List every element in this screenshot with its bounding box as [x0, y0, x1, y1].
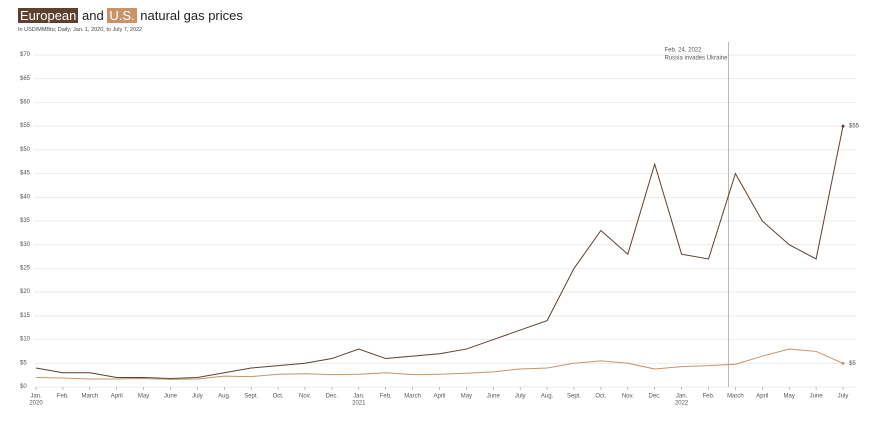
x-tick-label: Oct. [595, 394, 606, 400]
y-tick-label: $10 [20, 337, 31, 343]
x-tick-label: Jan. [30, 394, 42, 400]
y-tick-label: $15 [20, 313, 31, 319]
y-tick-label: $65 [20, 76, 31, 82]
y-tick-label: $35 [20, 218, 31, 224]
x-tick-label: June [487, 394, 501, 400]
x-tick-label: April [756, 394, 768, 400]
y-tick-label: $30 [20, 242, 31, 248]
y-tick-label: $45 [20, 171, 31, 177]
x-tick-label: Sept. [244, 394, 258, 400]
x-year-label: 2020 [29, 401, 43, 407]
y-tick-label: $60 [20, 100, 31, 106]
end-point [841, 124, 845, 128]
x-tick-label: July [515, 394, 526, 400]
x-tick-label: May [138, 394, 149, 400]
x-tick-label: Dec. [649, 394, 662, 400]
x-tick-label: Nov. [299, 394, 311, 400]
chart-title: European and U.S. natural gas prices [18, 8, 243, 23]
x-tick-label: Feb. [702, 394, 714, 400]
title-us: U.S. [107, 8, 137, 23]
x-tick-label: Sept. [567, 394, 581, 400]
x-tick-label: Aug. [541, 394, 554, 400]
x-tick-label: Feb. [57, 394, 69, 400]
end-point [841, 361, 845, 365]
x-tick-label: Nov. [622, 394, 634, 400]
x-tick-label: April [111, 394, 123, 400]
y-tick-label: $20 [20, 289, 31, 295]
y-tick-label: $70 [20, 52, 31, 58]
x-tick-label: Aug. [218, 394, 231, 400]
x-tick-label: Jan. [676, 394, 688, 400]
y-tick-label: $50 [20, 147, 31, 153]
x-tick-label: March [404, 394, 421, 400]
x-tick-label: April [433, 394, 445, 400]
series-line [35, 348, 844, 380]
series-line [35, 126, 844, 379]
x-tick-label: May [461, 394, 472, 400]
x-tick-label: Dec. [326, 394, 339, 400]
y-tick-label: $25 [20, 266, 31, 272]
x-year-label: 2022 [675, 401, 689, 407]
x-tick-label: Feb. [380, 394, 392, 400]
y-tick-label: $40 [20, 194, 31, 200]
y-tick-label: $55 [20, 123, 31, 129]
x-tick-label: May [784, 394, 795, 400]
end-label: $5 [849, 361, 856, 367]
x-year-label: 2021 [352, 401, 366, 407]
y-tick-label: $5 [20, 360, 27, 366]
x-tick-label: Oct. [273, 394, 284, 400]
title-text: and [82, 8, 104, 23]
x-tick-label: June [810, 394, 824, 400]
x-tick-label: March [81, 394, 98, 400]
x-tick-label: July [838, 394, 849, 400]
title-european: European [18, 8, 79, 23]
end-label: $55 [849, 124, 860, 130]
x-tick-label: Jan. [353, 394, 365, 400]
x-tick-label: March [727, 394, 744, 400]
title-text: natural gas prices [140, 8, 243, 23]
y-tick-label: $0 [20, 384, 27, 390]
annotation-text: Russia invades Ukraine [664, 56, 728, 62]
annotation-date: Feb. 24, 2022 [664, 48, 702, 54]
x-tick-label: July [192, 394, 203, 400]
x-tick-label: June [164, 394, 178, 400]
subtitle: In USD/MMBtu; Daily; Jan. 1, 2020, to Ju… [18, 27, 143, 33]
header: European and U.S. natural gas prices In … [18, 8, 243, 33]
